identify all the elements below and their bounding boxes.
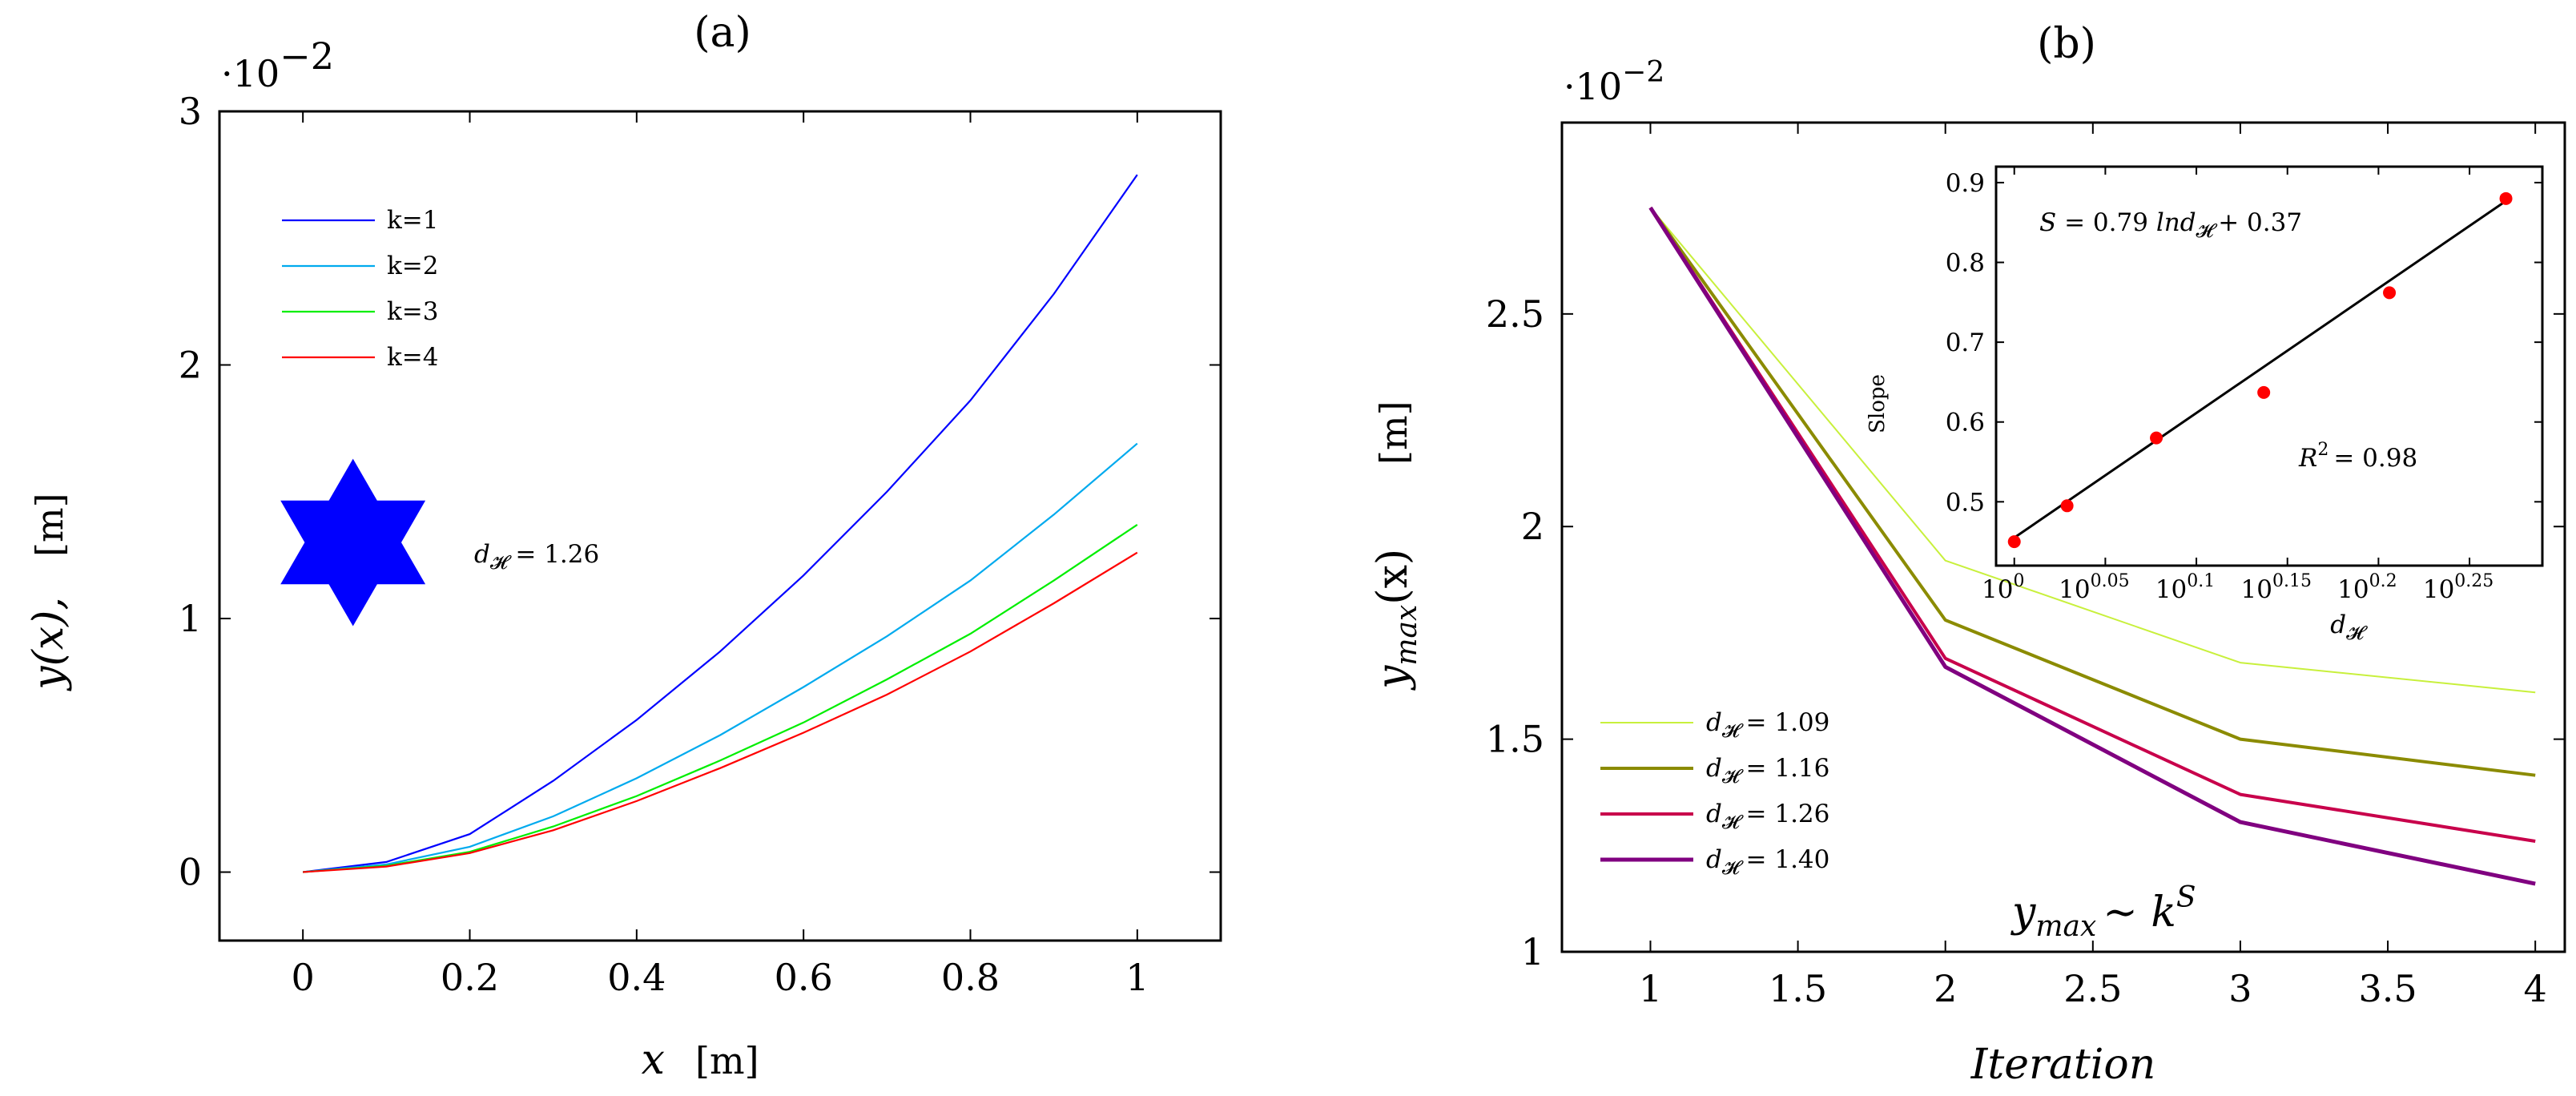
- b-xtick-label: 3: [2228, 967, 2252, 1010]
- b-series-line: [1648, 206, 2536, 886]
- b-legend-label: d𝓗 = 1.16: [1706, 754, 1829, 788]
- panel-b-ylabel: ymax(x): [1369, 549, 1423, 691]
- panel-b-title: (b): [2037, 20, 2096, 68]
- inset-point: [2257, 385, 2271, 399]
- a-ytick-label: 0: [179, 851, 202, 894]
- inset-point: [2060, 499, 2074, 513]
- inset-ylabel-slope: Slope: [1866, 374, 1890, 433]
- inset-r2: R2 = 0.98: [2298, 440, 2417, 473]
- inset-xtick-label: 100: [1982, 571, 2024, 604]
- scaling-formula: ymax ∼ kS: [2010, 881, 2196, 943]
- inset-ytick-label: 0.7: [1946, 328, 1985, 357]
- inset-ytick-label: 0.9: [1946, 169, 1985, 198]
- a-legend-label: k=3: [387, 297, 438, 326]
- panel-b-yscale: ·10−2: [1564, 56, 1664, 108]
- panel-a-plot-frame: [218, 110, 1222, 942]
- a-series-k=2: [303, 442, 1138, 873]
- inset-plot: 100 100.05 100.1 100.15 100.2 100.25 0.5 0.6 0.7…: [1946, 165, 2544, 644]
- panel-a: (a) 0 0.2 0.4 0.6 0.8 1 0 1 2 3 ·10−2 x [m] y(x),…: [25, 9, 1222, 1084]
- panel-b-xlabel: Iteration: [1970, 1041, 2155, 1089]
- a-legend-label: k=1: [387, 206, 438, 235]
- a-legend-label: k=4: [387, 343, 438, 372]
- panel-a-xlabel: x: [642, 1036, 665, 1084]
- inset-xtick-label: 100.25: [2423, 571, 2493, 604]
- b-xtick-label: 1.5: [1769, 967, 1827, 1010]
- a-series-k=4: [303, 551, 1138, 873]
- b-xtick-label: 4: [2524, 967, 2547, 1010]
- panel-b-legend: d𝓗 = 1.09 d𝓗 = 1.16 d𝓗 = 1.26 d𝓗 = 1.40: [1600, 708, 1829, 879]
- b-series-line: [1649, 207, 2536, 694]
- panel-b-yunit: [m]: [1372, 401, 1415, 465]
- panel-b: (b) 1 1.5 2 2.5 3 3.5 4 1 1.5 2 2.5 ·10−2 Iteratio…: [1369, 20, 2566, 1089]
- panel-a-ylabel: y(x),: [25, 597, 73, 691]
- inset-equation: S = 0.79 lnd𝓗 + 0.37: [2039, 208, 2302, 242]
- panel-a-series: [303, 174, 1138, 873]
- b-ytick-label: 1: [1521, 930, 1544, 973]
- b-xtick-label: 3.5: [2358, 967, 2417, 1010]
- inset-xtick-label: 100.1: [2155, 571, 2215, 604]
- a-legend-label: k=2: [387, 252, 438, 280]
- b-series-line: [1648, 207, 2536, 777]
- inset-xtick-label: 100.05: [2059, 571, 2129, 604]
- inset-ytick-label: 0.5: [1946, 488, 1985, 517]
- hexagram-triangle: [280, 500, 426, 627]
- inset-fit-line: [2013, 199, 2507, 539]
- panel-b-series: [1648, 206, 2536, 886]
- inset-ticks: 100 100.05 100.1 100.15 100.2 100.25 0.5 0.6 0.7…: [1946, 167, 2542, 604]
- inset-point: [2499, 191, 2513, 205]
- inset-point: [2007, 535, 2021, 549]
- a-series-k=1: [303, 174, 1138, 873]
- inset-xlabel: d𝓗: [2330, 610, 2368, 644]
- b-xtick-label: 2.5: [2063, 967, 2122, 1010]
- b-legend-label: d𝓗 = 1.26: [1706, 800, 1829, 833]
- b-legend-label: d𝓗 = 1.40: [1706, 845, 1829, 879]
- a-xtick-label: 0.4: [607, 956, 666, 999]
- a-ytick-label: 3: [179, 90, 202, 133]
- panel-b-plot-frame: [1560, 121, 2566, 953]
- inset-point: [2383, 286, 2397, 300]
- b-xtick-label: 2: [1934, 967, 1957, 1010]
- inset-frame: [1994, 165, 2544, 567]
- inset-xtick-label: 100.2: [2337, 571, 2397, 604]
- a-xtick-label: 0.6: [775, 956, 833, 999]
- inset-points: [2007, 191, 2513, 549]
- b-ytick-label: 1.5: [1486, 718, 1544, 761]
- a-xtick-label: 0.2: [441, 956, 499, 999]
- inset-xtick-label: 100.15: [2241, 571, 2312, 604]
- b-ytick-label: 2.5: [1486, 292, 1544, 336]
- inset-point: [2150, 431, 2163, 445]
- a-ytick-label: 1: [179, 597, 202, 640]
- b-ytick-label: 2: [1521, 505, 1544, 548]
- panel-a-annotation: d𝓗 = 1.26: [474, 540, 599, 574]
- hexagram-marker: [280, 458, 426, 627]
- panel-a-legend: k=1 k=2 k=3 k=4: [282, 206, 438, 372]
- b-legend-label: d𝓗 = 1.09: [1706, 708, 1829, 742]
- a-xtick-label: 1: [1125, 956, 1149, 999]
- a-series-k=3: [303, 523, 1138, 873]
- panel-a-yscale: ·10−2: [221, 34, 334, 95]
- a-ytick-label: 2: [179, 344, 202, 387]
- inset-ytick-label: 0.6: [1946, 409, 1985, 437]
- b-xtick-label: 1: [1639, 967, 1662, 1010]
- inset-ytick-label: 0.8: [1946, 249, 1985, 278]
- panel-a-xunit: [m]: [695, 1039, 759, 1082]
- panel-a-title: (a): [694, 9, 751, 57]
- panel-a-yunit: [m]: [28, 493, 71, 557]
- panel-b-ticks: 1 1.5 2 2.5 3 3.5 4 1 1.5 2 2.5: [1486, 123, 2565, 1010]
- a-xtick-label: 0: [292, 956, 315, 999]
- panel-a-ticks: 0 0.2 0.4 0.6 0.8 1 0 1 2 3: [179, 90, 1221, 999]
- b-series-line: [1648, 207, 2536, 843]
- inset-fit-segment: [2013, 199, 2507, 539]
- a-xtick-label: 0.8: [941, 956, 1000, 999]
